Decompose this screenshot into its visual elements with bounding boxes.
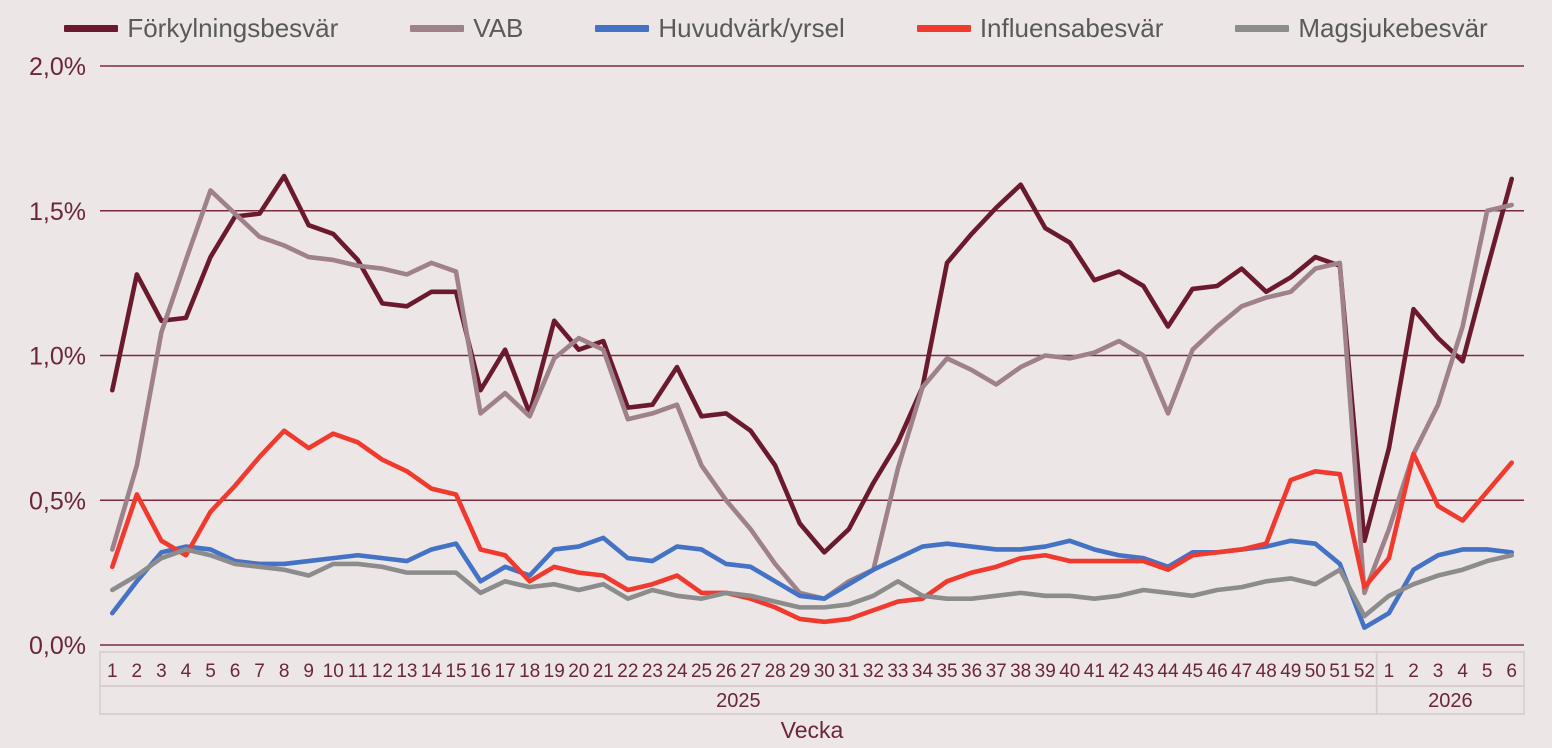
x-axis-week-label: 29: [789, 661, 810, 682]
x-axis-week-label: 16: [470, 661, 491, 682]
y-axis-tick-label: 1,5%: [29, 198, 86, 226]
x-axis-week-label: 50: [1305, 661, 1326, 682]
legend-label: VAB: [473, 12, 524, 43]
x-axis-year-box-2026: [1375, 685, 1525, 715]
x-axis-week-label: 39: [1035, 661, 1056, 682]
x-axis-week-label: 11: [348, 661, 368, 682]
x-axis-week-label: 10: [323, 661, 344, 682]
x-axis-week-label: 40: [1059, 661, 1080, 682]
x-axis-week-label: 2: [132, 661, 143, 682]
y-axis-tick-label: 0,0%: [29, 632, 86, 660]
x-axis-week-label: 28: [765, 661, 786, 682]
x-axis-week-label: 45: [1182, 661, 1203, 682]
x-axis-week-label: 24: [666, 661, 688, 682]
x-axis-week-label: 2: [1408, 661, 1419, 682]
x-axis-week-label: 21: [593, 661, 614, 682]
x-axis-year-label-2025: 2025: [716, 690, 761, 712]
y-axis-tick-label: 0,5%: [29, 487, 86, 515]
x-axis-week-label: 20: [568, 661, 589, 682]
x-axis-year-label-2026: 2026: [1428, 690, 1473, 712]
legend-item[interactable]: VAB: [410, 13, 523, 44]
line-swatch-icon: [1235, 24, 1290, 32]
x-axis-week-label: 36: [961, 661, 982, 682]
x-axis-week-label: 4: [181, 661, 192, 682]
x-axis-week-label: 6: [1506, 661, 1517, 682]
x-axis-week-label: 1: [1384, 661, 1395, 682]
x-axis-week-label: 38: [1010, 661, 1031, 682]
x-axis-week-label: 3: [156, 661, 167, 682]
x-axis-week-label: 25: [691, 661, 712, 682]
x-axis-week-label: 15: [445, 661, 466, 682]
legend-item[interactable]: Magsjukebesvär: [1235, 12, 1488, 44]
legend-label: Influensabesvär: [979, 12, 1164, 43]
x-axis-week-label: 46: [1207, 661, 1228, 682]
x-axis-week-label: 49: [1280, 661, 1301, 682]
x-axis-week-label: 9: [303, 661, 314, 682]
x-axis-week-label: 13: [396, 661, 417, 682]
legend-item[interactable]: Huvudvärk/yrsel: [595, 12, 845, 44]
x-axis-week-label: 27: [740, 661, 761, 682]
x-axis-week-label: 14: [421, 661, 443, 682]
line-swatch-icon: [916, 24, 971, 32]
line-swatch-icon: [595, 24, 650, 32]
legend-item[interactable]: Influensabesvär: [916, 12, 1164, 44]
x-axis-week-label: 44: [1157, 661, 1179, 682]
x-axis-group-box-2026: [1375, 651, 1525, 687]
x-axis-week-label: 42: [1108, 661, 1129, 682]
x-axis-week-label: 7: [254, 661, 265, 682]
y-axis-tick-label: 2,0%: [29, 53, 86, 81]
x-axis-week-label: 37: [986, 661, 1007, 682]
x-axis-week-label: 35: [936, 661, 957, 682]
x-axis-week-label: 5: [1482, 661, 1493, 682]
x-axis-week-label: 31: [838, 661, 859, 682]
legend-label: Förkylningsbesvär: [127, 12, 339, 43]
series-line-f-rkylningsbesv-r: [109, 173, 1515, 555]
x-axis-week-label: 47: [1231, 661, 1252, 682]
x-axis-week-label: 6: [230, 661, 241, 682]
line-swatch-icon: [64, 24, 119, 32]
series-line-influensabesv-r: [109, 428, 1515, 625]
legend-item[interactable]: Förkylningsbesvär: [64, 13, 338, 44]
series-line-huvudv-rk-yrsel: [109, 535, 1515, 630]
x-axis-week-label: 34: [912, 661, 934, 682]
x-axis-week-label: 5: [205, 661, 216, 682]
series-line-magsjukebesv-r: [109, 547, 1515, 619]
x-axis-week-label: 41: [1084, 661, 1105, 682]
x-axis-week-label: 52: [1354, 661, 1375, 682]
x-axis-week-label: 23: [642, 661, 663, 682]
legend-label: Magsjukebesvär: [1298, 12, 1488, 43]
x-axis-week-label: 4: [1457, 661, 1468, 682]
chart-legend: Förkylningsbesvär VAB Huvudvärk/yrsel Influ…: [0, 0, 1552, 56]
x-axis-week-label: 48: [1256, 661, 1277, 682]
x-axis-week-label: 19: [544, 661, 565, 682]
x-axis-week-label: 43: [1133, 661, 1154, 682]
x-axis-week-label: 51: [1329, 661, 1350, 682]
x-axis-week-label: 3: [1433, 661, 1444, 682]
x-axis-week-label: 30: [814, 661, 835, 682]
x-axis-week-label: 1: [107, 661, 118, 682]
legend-label: Huvudvärk/yrsel: [658, 12, 845, 43]
x-axis-week-label: 12: [372, 661, 393, 682]
line-swatch-icon: [410, 24, 465, 32]
x-axis-week-label: 8: [279, 661, 290, 682]
x-axis-week-label: 22: [617, 661, 638, 682]
y-axis-tick-label: 1,0%: [29, 343, 86, 371]
x-axis-week-label: 32: [863, 661, 884, 682]
x-axis-week-label: 17: [495, 661, 516, 682]
x-axis-week-label: 18: [519, 661, 540, 682]
x-axis-week-label: 33: [887, 661, 908, 682]
x-axis-week-label: 26: [715, 661, 736, 682]
x-axis-title: Vecka: [781, 717, 844, 743]
